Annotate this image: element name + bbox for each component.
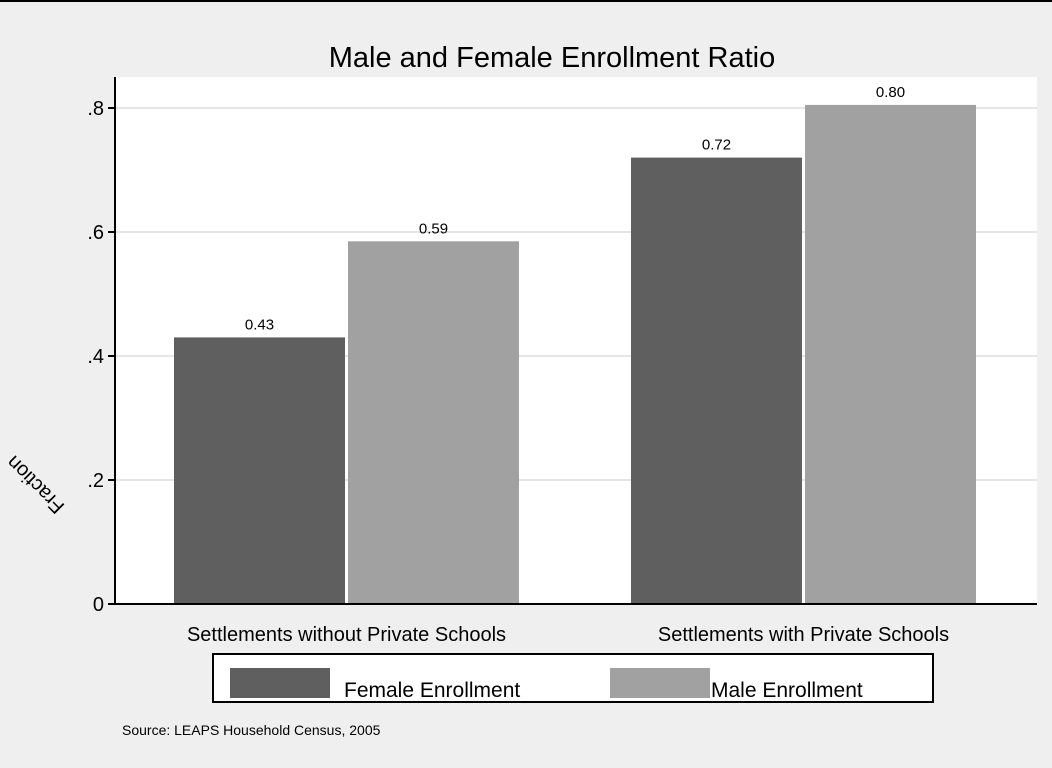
bar-female-1 [631,157,802,604]
bars [174,104,976,605]
bar-male-0 [348,241,519,605]
legend-label-male: Male Enrollment [711,679,863,702]
y-tick-label: 0 [93,594,104,616]
source-note: Source: LEAPS Household Census, 2005 [122,722,381,738]
data-labels: 0.43 0.72 0.59 0.80 [245,84,905,333]
bar-value-label: 0.72 [702,137,731,154]
y-ticks: 0 .2 .4 .6 .8 [87,98,115,616]
y-tick-label: .4 [87,346,104,368]
bar-male-1 [805,104,976,605]
bar-value-label: 0.59 [419,220,448,237]
y-axis-label: Fraction [2,451,69,518]
top-rule [0,0,1052,2]
bar-value-label: 0.80 [876,84,905,101]
category-label: Settlements without Private Schools [187,624,506,646]
bar-female-0 [174,337,345,604]
category-label: Settlements with Private Schools [658,624,949,646]
chart-title: Male and Female Enrollment Ratio [329,42,775,74]
legend: Female Enrollment Male Enrollment [212,653,934,703]
legend-swatch-female [230,668,330,698]
category-labels: Settlements without Private Schools Settl… [187,624,949,646]
bar-value-label: 0.43 [245,316,274,333]
y-tick-label: .6 [87,222,104,244]
y-tick-label: .2 [87,470,104,492]
legend-swatch-male [610,668,710,698]
legend-label-female: Female Enrollment [344,679,521,702]
y-tick-label: .8 [87,98,104,120]
